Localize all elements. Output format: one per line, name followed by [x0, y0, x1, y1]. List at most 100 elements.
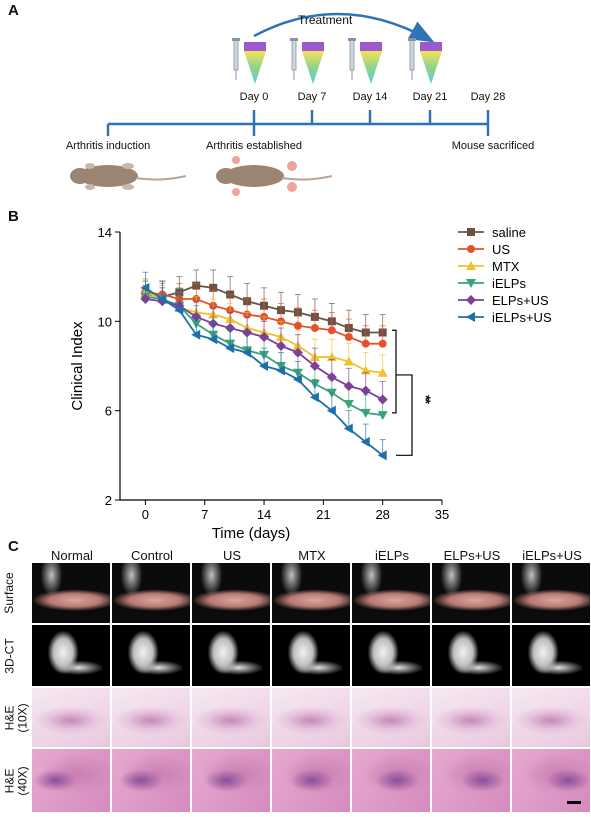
column-header: US — [222, 548, 242, 563]
micrograph-image — [512, 625, 590, 686]
x-tick-label: 0 — [142, 507, 149, 522]
scale-bar — [567, 801, 581, 804]
micrograph-image — [272, 625, 350, 686]
error-bar — [294, 361, 301, 380]
error-bar — [328, 392, 335, 411]
row-header: H&E (40X) — [2, 765, 29, 796]
error-bar — [210, 320, 217, 340]
legend-label: iELPs+US — [492, 310, 552, 325]
data-point — [276, 365, 285, 376]
data-point — [225, 343, 235, 354]
x-tick-label: 21 — [316, 507, 330, 522]
column-header: iELPs+US — [522, 548, 582, 563]
micrograph-image — [192, 563, 270, 623]
significance-marker: ** — [418, 395, 434, 402]
error-bar — [345, 410, 352, 429]
y-tick-label: 2 — [105, 493, 112, 508]
legend-entry: saline — [458, 225, 526, 240]
data-point — [293, 321, 302, 330]
error-bar — [244, 334, 251, 353]
data-point — [360, 385, 371, 396]
column-header: iELPs — [375, 548, 409, 563]
micrograph-image — [272, 688, 350, 747]
data-point — [209, 283, 218, 292]
micrograph-image — [512, 688, 590, 747]
panel-c-letter: C — [8, 538, 19, 555]
dose-icon — [348, 38, 382, 84]
y-tick-label: 10 — [98, 314, 112, 329]
dose-icon — [232, 38, 266, 84]
mouse-icon-established — [216, 156, 333, 196]
stage-label: Mouse sacrificed — [451, 140, 535, 152]
y-tick-label: 6 — [105, 404, 112, 419]
data-point — [377, 450, 387, 461]
micrograph-image — [192, 749, 270, 812]
y-tick-label: 14 — [98, 225, 112, 240]
micrograph-image — [272, 563, 350, 623]
data-point — [360, 408, 371, 418]
data-point — [361, 339, 370, 348]
data-point — [309, 392, 319, 403]
treatment-label: Treatment — [298, 13, 353, 27]
micrograph-image — [432, 688, 510, 747]
data-point — [343, 423, 353, 434]
micrograph-image — [112, 625, 190, 686]
data-point — [259, 331, 270, 342]
legend-entry: MTX — [458, 259, 520, 274]
mouse-icon-induction — [70, 163, 187, 190]
data-point — [140, 282, 150, 293]
data-point — [157, 294, 167, 304]
treatment-arrow — [253, 12, 435, 43]
data-point — [343, 399, 354, 409]
error-bar — [176, 291, 183, 311]
data-point — [343, 356, 354, 366]
y-axis-label: Clinical Index — [69, 321, 86, 411]
micrograph-image — [192, 688, 270, 747]
data-point — [360, 436, 370, 447]
data-point — [292, 347, 303, 358]
day-label: Day 21 — [412, 91, 448, 103]
data-point — [326, 352, 337, 362]
micrograph-image — [352, 688, 430, 747]
data-point — [343, 381, 354, 392]
error-bar — [362, 423, 369, 442]
legend-label: saline — [492, 225, 526, 240]
data-point — [140, 294, 151, 304]
data-point — [208, 334, 218, 345]
micrograph-image — [192, 625, 270, 686]
data-point — [191, 329, 201, 340]
day-label: Day 0 — [239, 91, 269, 103]
micrograph-image — [432, 625, 510, 686]
micrograph-image — [352, 625, 430, 686]
x-tick-label: 28 — [375, 507, 389, 522]
data-point — [360, 365, 371, 375]
error-bar — [159, 280, 166, 299]
stage-label: Arthritis induction — [65, 140, 151, 152]
x-axis-label: Time (days) — [212, 525, 291, 542]
data-point — [326, 372, 337, 383]
dose-icon — [408, 38, 442, 84]
column-header: MTX — [298, 548, 326, 563]
row-header: Surface — [2, 572, 16, 614]
legend-label: MTX — [492, 259, 520, 274]
error-bar — [193, 314, 200, 335]
data-point — [242, 347, 252, 358]
error-bar — [227, 329, 234, 349]
error-bar — [278, 352, 284, 371]
clinical-index-chart: 0 7 14 21 28 35 2 6 10 14 Time (days) Clinical Inde… — [69, 225, 552, 542]
legend-entry: iELPs — [458, 276, 526, 291]
micrograph-image — [352, 563, 430, 623]
legend-label: US — [492, 242, 510, 257]
error-bar — [311, 378, 318, 398]
stage-label: Arthritis established — [206, 140, 302, 152]
micrograph-image — [112, 563, 190, 623]
error-bar — [261, 347, 268, 366]
dose-icon — [290, 38, 324, 84]
data-point — [344, 332, 353, 341]
data-point — [309, 361, 320, 371]
column-header: Normal — [51, 548, 93, 563]
data-point — [377, 411, 388, 421]
day-label: Day 28 — [470, 91, 506, 103]
data-point — [292, 374, 302, 385]
micrograph-image — [272, 749, 350, 812]
